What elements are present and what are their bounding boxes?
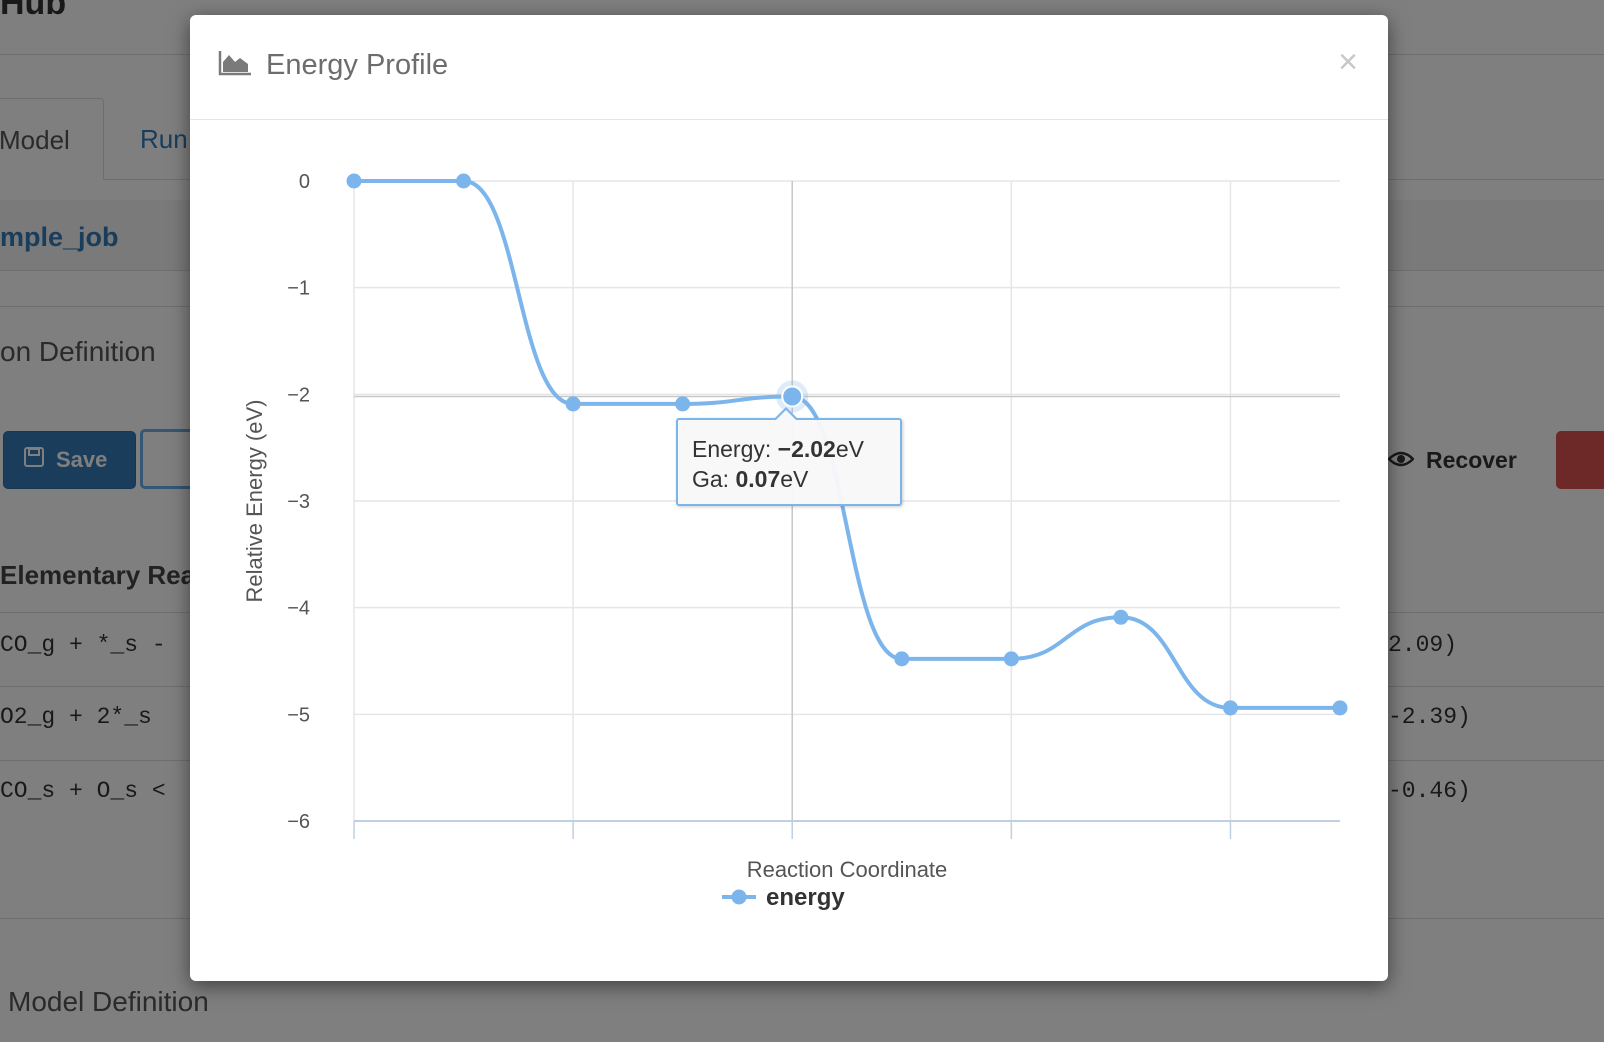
data-point bbox=[894, 651, 910, 667]
data-point-highlighted bbox=[781, 385, 804, 408]
energy-profile-modal: Energy Profile × 0 −1 −2 −3 −4 −5 −6 Reaction C… bbox=[190, 15, 1388, 981]
y-axis-title: Relative Energy (eV) bbox=[242, 400, 267, 603]
x-axis-title: Reaction Coordinate bbox=[747, 857, 948, 882]
modal-title: Energy Profile bbox=[218, 49, 448, 82]
legend-symbol-marker bbox=[731, 889, 747, 905]
y-tick-label: −1 bbox=[287, 278, 310, 300]
tooltip-arrow bbox=[776, 410, 796, 420]
legend-label-energy: energy bbox=[766, 884, 845, 911]
area-chart-icon bbox=[218, 50, 252, 81]
data-point bbox=[456, 173, 472, 189]
data-point bbox=[1332, 700, 1348, 716]
close-button[interactable]: × bbox=[1338, 43, 1358, 81]
data-point bbox=[346, 173, 362, 189]
tooltip-ga-label: Ga: bbox=[692, 466, 736, 492]
y-tick-label: −6 bbox=[287, 811, 310, 833]
modal-header: Energy Profile × bbox=[190, 15, 1388, 120]
tooltip-energy-line: Energy: −2.02eV bbox=[692, 434, 886, 464]
tooltip-energy-value: −2.02 bbox=[777, 436, 836, 462]
data-point bbox=[675, 396, 691, 412]
tooltip-ga-line: Ga: 0.07eV bbox=[692, 464, 886, 494]
tooltip-energy-label: Energy: bbox=[692, 436, 778, 462]
y-tick-label: −4 bbox=[287, 598, 310, 620]
y-tick-label: 0 bbox=[299, 171, 310, 193]
data-point bbox=[1222, 700, 1238, 716]
data-point bbox=[565, 396, 581, 412]
data-point bbox=[1003, 651, 1019, 667]
tooltip-ga-unit: eV bbox=[780, 466, 809, 492]
chart-tooltip: Energy: −2.02eV Ga: 0.07eV bbox=[676, 407, 902, 506]
tooltip-energy-unit: eV bbox=[835, 436, 864, 462]
tooltip-ga-value: 0.07 bbox=[735, 466, 781, 492]
data-point bbox=[1113, 609, 1129, 625]
modal-title-text: Energy Profile bbox=[266, 49, 449, 81]
y-tick-label: −3 bbox=[287, 491, 310, 513]
energy-series-line bbox=[354, 178, 1340, 710]
y-tick-label: −2 bbox=[287, 384, 310, 406]
y-tick-label: −5 bbox=[287, 704, 310, 726]
energy-profile-chart: 0 −1 −2 −3 −4 −5 −6 Reaction Coordinate Relative… bbox=[242, 171, 1348, 911]
